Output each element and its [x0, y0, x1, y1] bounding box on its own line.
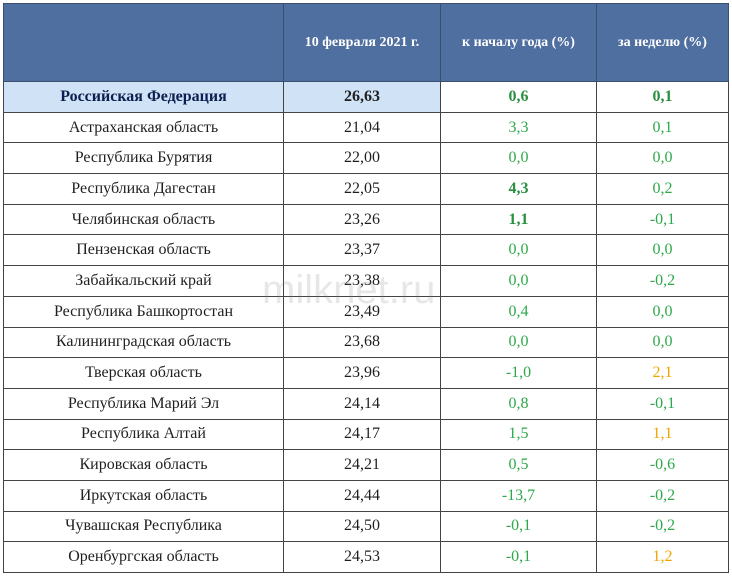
price-cell: 23,37	[283, 234, 441, 267]
price-cell: 23,26	[283, 203, 441, 236]
header-price-date: 10 февраля 2021 г.	[283, 3, 441, 82]
week-change-cell: 0,1	[596, 81, 729, 113]
table-row: Тверская область 23,96 -1,0 2,1	[3, 357, 729, 389]
week-change-cell: -0,2	[596, 479, 729, 512]
price-cell: 26,63	[283, 81, 441, 113]
year-change-cell: 0,0	[440, 265, 597, 297]
region-cell: Оренбургская область	[3, 541, 284, 573]
year-change-cell: 0,4	[440, 295, 597, 328]
price-cell: 23,38	[283, 265, 441, 297]
price-cell: 24,50	[283, 510, 441, 543]
year-change-cell: -13,7	[440, 479, 597, 512]
table-row: Республика Алтай 24,17 1,5 1,1	[3, 418, 729, 451]
week-change-cell: 0,0	[596, 142, 729, 175]
price-cell: 23,68	[283, 326, 441, 359]
table-row: Республика Дагестан 22,05 4,3 0,2	[3, 173, 729, 205]
year-change-cell: -0,1	[440, 541, 597, 573]
table-row: Оренбургская область 24,53 -0,1 1,2	[3, 541, 729, 573]
year-change-cell: 0,0	[440, 326, 597, 359]
year-change-cell: 1,1	[440, 203, 597, 236]
region-cell: Чувашская Республика	[3, 510, 284, 543]
week-change-cell: 0,0	[596, 326, 729, 359]
year-change-cell: 1,5	[440, 418, 597, 451]
year-change-cell: -0,1	[440, 510, 597, 543]
price-cell: 24,44	[283, 479, 441, 512]
region-cell: Российская Федерация	[3, 81, 284, 113]
table-row: Республика Бурятия 22,00 0,0 0,0	[3, 142, 729, 175]
week-change-cell: 0,0	[596, 234, 729, 267]
year-change-cell: 0,0	[440, 142, 597, 175]
region-cell: Республика Марий Эл	[3, 387, 284, 420]
year-change-cell: 0,6	[440, 81, 597, 113]
table-row: Астраханская область 21,04 3,3 0,1	[3, 111, 729, 144]
price-cell: 21,04	[283, 111, 441, 144]
region-cell: Кировская область	[3, 449, 284, 481]
week-change-cell: -0,2	[596, 510, 729, 543]
region-cell: Республика Башкортостан	[3, 295, 284, 328]
table-row: Республика Марий Эл 24,14 0,8 -0,1	[3, 387, 729, 420]
week-change-cell: 2,1	[596, 357, 729, 389]
region-cell: Забайкальский край	[3, 265, 284, 297]
week-change-cell: -0,1	[596, 203, 729, 236]
year-change-cell: 4,3	[440, 173, 597, 205]
week-change-cell: 1,2	[596, 541, 729, 573]
year-change-cell: -1,0	[440, 357, 597, 389]
price-cell: 24,21	[283, 449, 441, 481]
region-cell: Иркутская область	[3, 479, 284, 512]
region-cell: Тверская область	[3, 357, 284, 389]
header-region	[3, 3, 284, 82]
week-change-cell: 1,1	[596, 418, 729, 451]
region-cell: Челябинская область	[3, 203, 284, 236]
header-week-change: за неделю (%)	[596, 3, 729, 82]
region-cell: Калининградская область	[3, 326, 284, 359]
price-cell: 24,53	[283, 541, 441, 573]
table-row: Кировская область 24,21 0,5 -0,6	[3, 449, 729, 481]
week-change-cell: 0,0	[596, 295, 729, 328]
table-row: Челябинская область 23,26 1,1 -0,1	[3, 203, 729, 236]
price-cell: 24,14	[283, 387, 441, 420]
region-cell: Астраханская область	[3, 111, 284, 144]
table-row: Чувашская Республика 24,50 -0,1 -0,2	[3, 510, 729, 543]
price-cell: 23,49	[283, 295, 441, 328]
year-change-cell: 0,8	[440, 387, 597, 420]
price-cell: 22,05	[283, 173, 441, 205]
table-header-row: 10 февраля 2021 г. к началу года (%) за …	[3, 3, 729, 82]
week-change-cell: 0,1	[596, 111, 729, 144]
year-change-cell: 0,5	[440, 449, 597, 481]
region-cell: Республика Дагестан	[3, 173, 284, 205]
price-cell: 22,00	[283, 142, 441, 175]
price-cell: 24,17	[283, 418, 441, 451]
table-row: Иркутская область 24,44 -13,7 -0,2	[3, 479, 729, 512]
year-change-cell: 0,0	[440, 234, 597, 267]
price-table: 10 февраля 2021 г. к началу года (%) за …	[3, 3, 729, 573]
table-body: Российская Федерация 26,63 0,6 0,1 Астраханс…	[3, 81, 729, 573]
week-change-cell: -0,1	[596, 387, 729, 420]
week-change-cell: -0,2	[596, 265, 729, 297]
table-row: Забайкальский край 23,38 0,0 -0,2	[3, 265, 729, 297]
region-cell: Пензенская область	[3, 234, 284, 267]
table-row: Республика Башкортостан 23,49 0,4 0,0	[3, 295, 729, 328]
year-change-cell: 3,3	[440, 111, 597, 144]
table-row: Калининградская область 23,68 0,0 0,0	[3, 326, 729, 359]
header-year-change: к началу года (%)	[440, 3, 597, 82]
table-row: Российская Федерация 26,63 0,6 0,1	[3, 81, 729, 113]
region-cell: Республика Бурятия	[3, 142, 284, 175]
region-cell: Республика Алтай	[3, 418, 284, 451]
week-change-cell: -0,6	[596, 449, 729, 481]
table-row: Пензенская область 23,37 0,0 0,0	[3, 234, 729, 267]
price-cell: 23,96	[283, 357, 441, 389]
week-change-cell: 0,2	[596, 173, 729, 205]
